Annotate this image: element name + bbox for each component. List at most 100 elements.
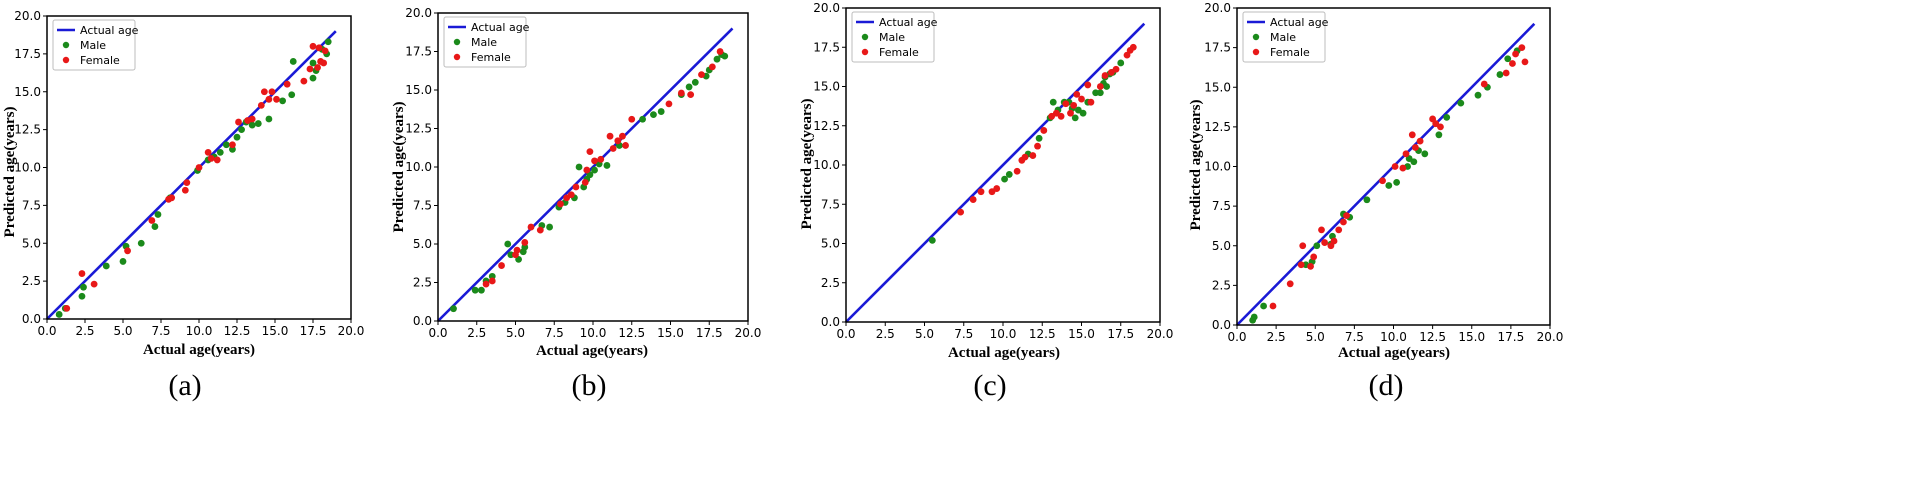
female-point bbox=[314, 64, 321, 71]
female-point bbox=[572, 183, 580, 191]
male-point bbox=[1250, 313, 1258, 321]
y-tick-label: 5.0 bbox=[413, 237, 432, 251]
actual-age-line-group bbox=[46, 30, 337, 320]
y-tick-label: 5.0 bbox=[22, 236, 41, 250]
female-point bbox=[321, 47, 329, 55]
male-point bbox=[504, 240, 512, 248]
female-point bbox=[315, 44, 323, 52]
legend-male-swatch bbox=[861, 33, 869, 41]
y-tick-label: 17.5 bbox=[813, 40, 840, 54]
x-tick-label: 7.5 bbox=[545, 326, 564, 340]
y-tick-label: 20.0 bbox=[405, 6, 432, 20]
y-tick-label: 7.5 bbox=[1212, 199, 1231, 213]
male-point bbox=[289, 58, 297, 65]
male-point bbox=[721, 52, 729, 60]
female-point bbox=[1073, 90, 1081, 98]
male-point bbox=[928, 236, 936, 244]
x-tick-label: 5.0 bbox=[1306, 330, 1325, 344]
female-point bbox=[606, 132, 614, 140]
male-point bbox=[324, 38, 332, 46]
female-point bbox=[90, 280, 98, 288]
female-point bbox=[628, 115, 636, 123]
female-point bbox=[257, 101, 265, 109]
y-tick-label: 7.5 bbox=[413, 199, 432, 213]
x-tick-label: 20.0 bbox=[1147, 327, 1174, 341]
panel-label: (b) bbox=[572, 369, 607, 402]
plot-frame bbox=[437, 12, 749, 322]
x-tick-label: 5.0 bbox=[113, 324, 132, 338]
female-point bbox=[1412, 144, 1419, 151]
female-point bbox=[521, 239, 529, 246]
female-point bbox=[557, 200, 564, 208]
xlabel: Actual age(years) bbox=[948, 345, 1060, 361]
legend: Actual age Male Female bbox=[52, 19, 139, 71]
x-tick-label: 15.0 bbox=[262, 324, 289, 338]
male-point bbox=[137, 239, 145, 247]
male-point bbox=[1103, 83, 1111, 90]
female-point bbox=[1034, 142, 1041, 150]
female-point bbox=[63, 304, 71, 312]
y-tick-label: 0.0 bbox=[821, 315, 840, 329]
male-point bbox=[78, 292, 86, 300]
xlabel: Actual age(years) bbox=[143, 342, 255, 358]
female-point bbox=[1101, 72, 1109, 79]
x-tick-label: 2.5 bbox=[467, 326, 486, 340]
female-point bbox=[1129, 43, 1137, 51]
female-point bbox=[1343, 212, 1350, 220]
y-tick-label: 10.0 bbox=[14, 161, 41, 175]
legend-female-swatch bbox=[62, 56, 70, 64]
axis-ticks: 0.0 2.5 5.0 7.5 10.0 12.5 15.0 17.5 20.0 0.0 2.5 5.… bbox=[14, 9, 364, 338]
male-point bbox=[507, 251, 515, 259]
x-tick-label: 2.5 bbox=[75, 324, 94, 338]
y-tick-label: 0.0 bbox=[413, 314, 432, 328]
male-point bbox=[650, 111, 657, 119]
female-point bbox=[168, 194, 176, 202]
y-tick-label: 2.5 bbox=[1212, 278, 1231, 292]
female-point bbox=[1078, 95, 1085, 103]
x-tick-label: 15.0 bbox=[657, 326, 684, 340]
female-point bbox=[1286, 280, 1294, 288]
female-point bbox=[1021, 153, 1029, 161]
legend-male-swatch bbox=[453, 38, 461, 46]
legend-box bbox=[1242, 11, 1326, 63]
female-point bbox=[1509, 60, 1516, 67]
scatter-points bbox=[450, 48, 729, 313]
actual-age-line bbox=[1236, 22, 1536, 326]
female-point bbox=[309, 42, 317, 50]
plot-frame bbox=[46, 15, 352, 320]
panel-d: Predicted age(years) Actual age(years) (… bbox=[1188, 1, 1563, 402]
male-point bbox=[222, 141, 230, 149]
female-point bbox=[1096, 83, 1104, 90]
male-point bbox=[233, 133, 241, 141]
male-point bbox=[1457, 99, 1465, 107]
female-point bbox=[1521, 58, 1529, 66]
x-tick-label: 15.0 bbox=[1458, 330, 1485, 344]
male-point bbox=[591, 166, 598, 174]
female-point bbox=[306, 65, 314, 73]
male-point bbox=[713, 55, 721, 63]
ylabel: Predicted age(years) bbox=[1188, 100, 1204, 231]
y-tick-label: 20.0 bbox=[1204, 1, 1231, 15]
legend-entry-male: Male bbox=[879, 31, 905, 44]
y-tick-label: 7.5 bbox=[821, 197, 840, 211]
male-point bbox=[1443, 113, 1451, 121]
legend-entry-female: Female bbox=[80, 54, 120, 67]
panel-label: (a) bbox=[168, 369, 201, 402]
legend-entry-male: Male bbox=[1270, 31, 1296, 44]
y-tick-label: 10.0 bbox=[405, 160, 432, 174]
female-point bbox=[1057, 112, 1065, 120]
male-point bbox=[478, 286, 485, 294]
legend: Actual age Male Female bbox=[443, 16, 530, 68]
female-point bbox=[1408, 131, 1416, 139]
ylabel: Predicted age(years) bbox=[391, 102, 407, 233]
male-point bbox=[1496, 71, 1504, 78]
male-point bbox=[55, 311, 63, 318]
male-point bbox=[1035, 134, 1043, 142]
male-point bbox=[1385, 182, 1393, 189]
female-point bbox=[957, 208, 965, 216]
male-point bbox=[80, 283, 87, 291]
actual-age-line-group bbox=[1236, 22, 1536, 326]
female-point bbox=[1067, 109, 1074, 117]
female-point bbox=[148, 217, 156, 224]
female-point bbox=[581, 179, 589, 186]
